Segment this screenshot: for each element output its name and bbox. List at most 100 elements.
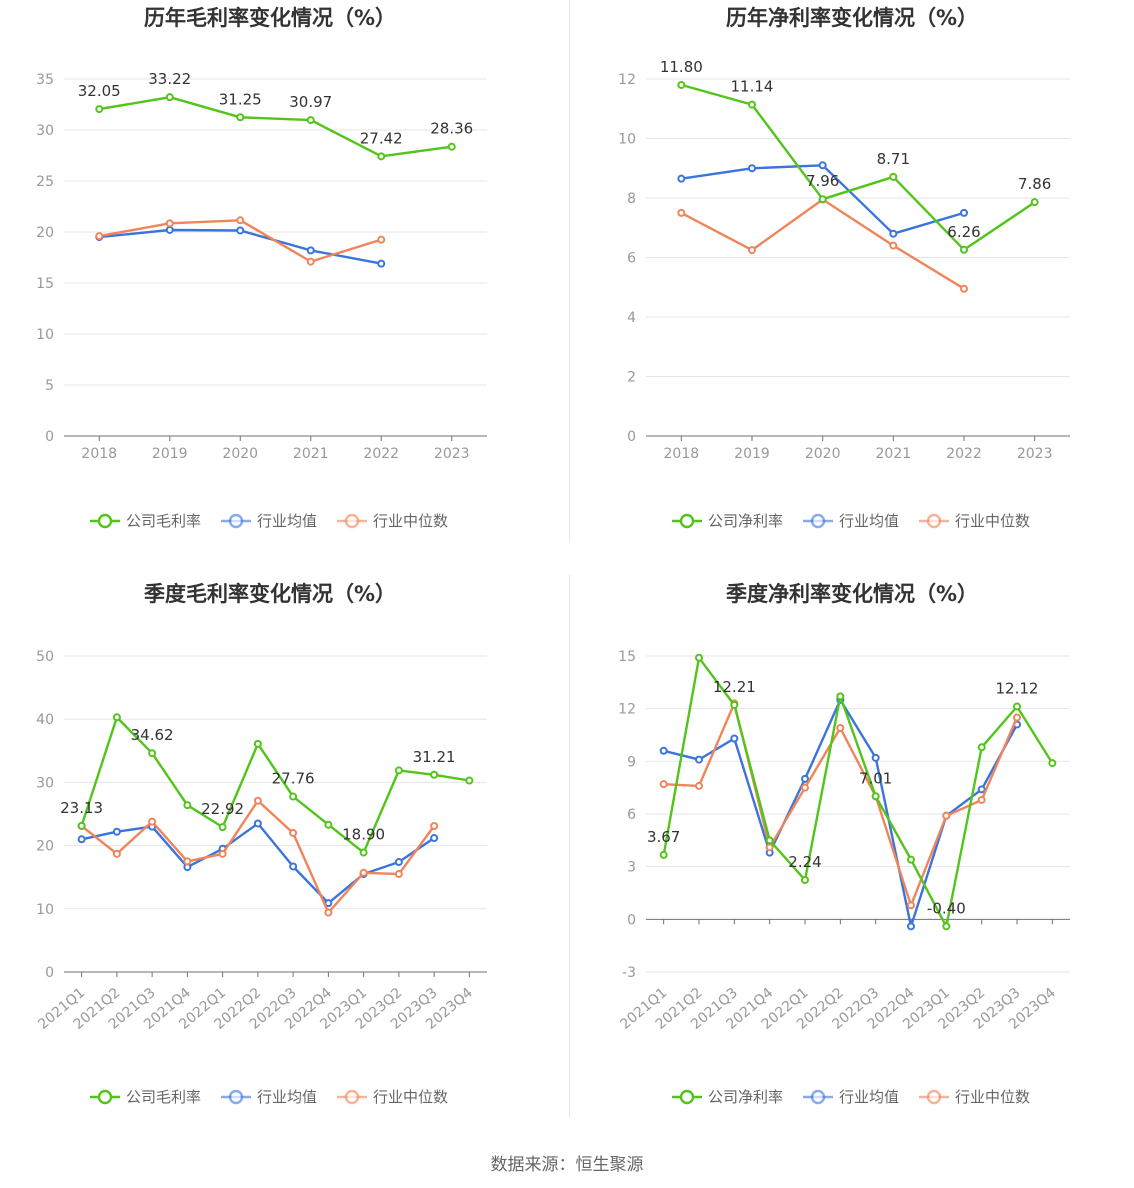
- data-label: 34.62: [131, 726, 174, 744]
- legend-label: 行业中位数: [373, 512, 448, 530]
- data-point: [801, 774, 809, 783]
- x-tick-label: 2021: [293, 446, 329, 462]
- y-tick-label: 9: [627, 754, 636, 770]
- y-tick-label: 0: [627, 912, 636, 928]
- data-label: 31.21: [413, 748, 456, 766]
- y-tick-label: 35: [36, 72, 54, 88]
- annual-net-margin-chart: 历年净利率变化情况（%） 0 2 4 6 8 10 12 2018 2019 2020 2021 202…: [570, 0, 1134, 560]
- legend-swatch-marker: [679, 1089, 695, 1105]
- data-point: [218, 823, 227, 832]
- data-label: 3.67: [647, 828, 680, 846]
- data-point: [394, 870, 403, 879]
- series-line: [680, 198, 965, 290]
- legend-swatch-marker: [810, 513, 826, 529]
- data-point: [677, 174, 686, 183]
- data-point: [748, 100, 756, 109]
- data-point: [95, 232, 104, 241]
- data-point: [148, 817, 157, 826]
- data-source-note: 数据来源：恒生聚源: [490, 1155, 644, 1175]
- data-label: 7.86: [1018, 175, 1051, 193]
- series-2: [77, 796, 439, 917]
- legend-item: 行业均值: [803, 512, 899, 530]
- chart-svg: 季度净利率变化情况（%）-3036912152021Q12021Q22021Q3…: [617, 582, 1070, 1106]
- data-point: [306, 257, 315, 266]
- series-0: [677, 80, 1039, 254]
- legend-item: 公司毛利率: [90, 512, 201, 530]
- data-point: [730, 734, 739, 743]
- y-tick-label: 15: [36, 276, 54, 292]
- data-label: 27.76: [272, 770, 315, 788]
- data-label: 12.12: [996, 680, 1039, 698]
- data-point: [112, 713, 121, 722]
- data-point: [907, 922, 915, 931]
- data-label: 22.92: [201, 800, 244, 818]
- data-point: [695, 653, 703, 662]
- data-point: [430, 822, 439, 831]
- legend-swatch-marker: [926, 513, 942, 529]
- legend-item: 行业中位数: [919, 1088, 1030, 1106]
- data-point: [183, 801, 192, 810]
- data-label: 11.80: [660, 58, 703, 76]
- series-2: [677, 195, 968, 293]
- chart-svg: 历年净利率变化情况（%） 0 2 4 6 8 10 12 2018 2019 2020 2021 202…: [618, 6, 1070, 530]
- legend-swatch-marker: [228, 1089, 244, 1105]
- data-point: [1013, 702, 1021, 711]
- legend-swatch-marker: [97, 1089, 113, 1105]
- chart-title: 季度毛利率变化情况（%）: [144, 582, 396, 606]
- x-tick-label: 2018: [664, 446, 700, 462]
- data-point: [871, 753, 880, 762]
- data-label: 12.21: [713, 678, 756, 696]
- x-tick-label: 2019: [734, 446, 770, 462]
- legend-swatch-marker: [344, 1089, 360, 1105]
- series-0: [659, 653, 1057, 931]
- data-point: [765, 843, 774, 852]
- series-line: [99, 96, 452, 158]
- data-point: [324, 908, 333, 917]
- legend-label: 公司毛利率: [126, 1088, 201, 1106]
- data-point: [801, 783, 809, 792]
- y-tick-label: 30: [36, 775, 54, 791]
- data-label: 30.97: [289, 93, 332, 111]
- legend-label: 行业均值: [257, 1088, 317, 1106]
- y-tick-label: 25: [36, 174, 54, 190]
- legend-label: 行业均值: [839, 512, 899, 530]
- series-2: [659, 699, 1021, 910]
- data-point: [112, 849, 121, 858]
- legend: 公司毛利率 行业均值 行业中位数: [90, 1088, 448, 1106]
- quarterly-net-margin-chart: 季度净利率变化情况（%） -3 0 3 6 9 12 15 2021Q1 2021Q2 2021Q3…: [570, 575, 1134, 1135]
- y-tick-label: 4: [627, 310, 636, 326]
- legend-item: 行业均值: [221, 512, 317, 530]
- legend-label: 行业均值: [839, 1088, 899, 1106]
- legend-swatch-marker: [810, 1089, 826, 1105]
- data-label: 11.14: [731, 78, 774, 96]
- x-tick-label: 2022: [946, 446, 982, 462]
- data-label: 32.05: [78, 82, 121, 100]
- data-point: [659, 780, 668, 789]
- y-tick-label: 2: [627, 370, 636, 386]
- y-tick-label: 20: [36, 225, 54, 241]
- data-point: [818, 195, 827, 204]
- data-point: [359, 868, 368, 877]
- data-point: [659, 850, 668, 859]
- legend-swatch-marker: [926, 1089, 942, 1105]
- data-point: [889, 229, 898, 238]
- data-point: [394, 858, 403, 867]
- y-tick-label: 10: [36, 327, 54, 343]
- x-tick-label: 2021: [876, 446, 912, 462]
- y-tick-label: 6: [627, 251, 636, 267]
- data-point: [960, 284, 968, 293]
- series-0: [95, 93, 456, 161]
- data-point: [377, 152, 386, 161]
- x-tick-label: 2022: [363, 446, 399, 462]
- data-point: [977, 743, 986, 752]
- data-point: [836, 723, 845, 732]
- data-point: [77, 835, 86, 844]
- data-point: [430, 834, 439, 843]
- legend-item: 行业中位数: [337, 512, 448, 530]
- data-point: [960, 208, 968, 217]
- chart-svg: 季度毛利率变化情况（%）010203040502021Q12021Q22021Q…: [35, 582, 487, 1106]
- data-point: [165, 219, 174, 228]
- data-label: 7.01: [859, 769, 892, 787]
- data-label: 18.90: [342, 826, 385, 844]
- chart-title: 历年净利率变化情况（%）: [726, 6, 978, 30]
